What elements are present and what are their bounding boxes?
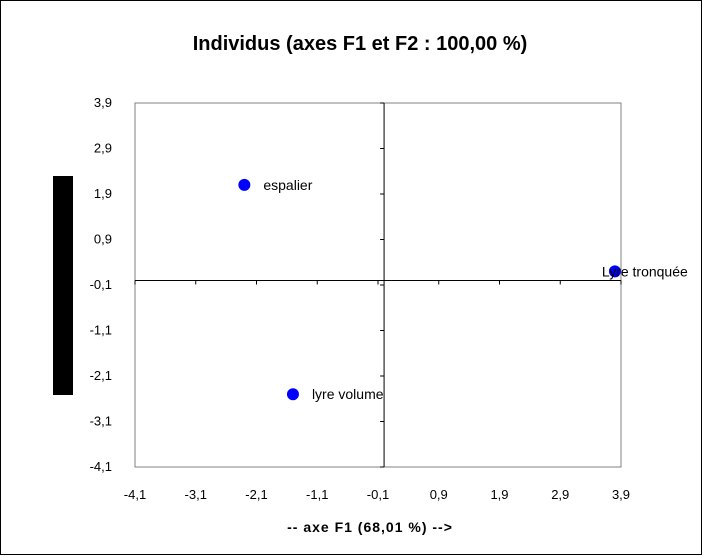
x-axis-label: -- axe F1 (68,01 %) --> [287, 519, 453, 535]
data-point-label: lyre volume [312, 386, 384, 402]
data-point-2 [608, 265, 621, 278]
x-tick-label: -4,1 [124, 487, 146, 502]
y-tick-label: 0,9 [94, 232, 112, 247]
y-tick-label: -0,1 [90, 277, 112, 292]
x-tick-label: 2,9 [551, 487, 569, 502]
y-tick-label: -4,1 [90, 459, 112, 474]
data-point-1 [286, 388, 299, 401]
chart-title: Individus (axes F1 et F2 : 100,00 %) [193, 33, 528, 55]
y-tick-label: -1,1 [90, 323, 112, 338]
data-point-0 [238, 178, 251, 191]
y-tick-label: 1,9 [94, 186, 112, 201]
data-points: espalier lyre volume Lyre tronquée [238, 177, 688, 402]
y-tick-label: -2,1 [90, 368, 112, 383]
plot-area [134, 102, 622, 468]
x-tick-labels: -4,1 -3,1 -2,1 -1,1 -0,1 0,9 1,9 2,9 3,9 [124, 487, 630, 502]
y-tick-labels: 3,9 2,9 1,9 0,9 -0,1 -1,1 -2,1 -3,1 -4,1 [90, 95, 112, 474]
x-tick-label: 0,9 [430, 487, 448, 502]
y-tick-label: 2,9 [94, 141, 112, 156]
y-axis-label-box [53, 176, 73, 395]
x-tick-label: -2,1 [245, 487, 267, 502]
axes [134, 102, 622, 468]
x-tick-label: -3,1 [185, 487, 207, 502]
x-tick-label: -0,1 [367, 487, 389, 502]
data-point-label: espalier [263, 177, 312, 193]
data-point-label: Lyre tronquée [602, 263, 688, 279]
x-tick-label: -1,1 [306, 487, 328, 502]
x-tick-label: 1,9 [490, 487, 508, 502]
y-tick-label: -3,1 [90, 414, 112, 429]
y-tick-label: 3,9 [94, 95, 112, 110]
x-tick-label: 3,9 [612, 487, 630, 502]
